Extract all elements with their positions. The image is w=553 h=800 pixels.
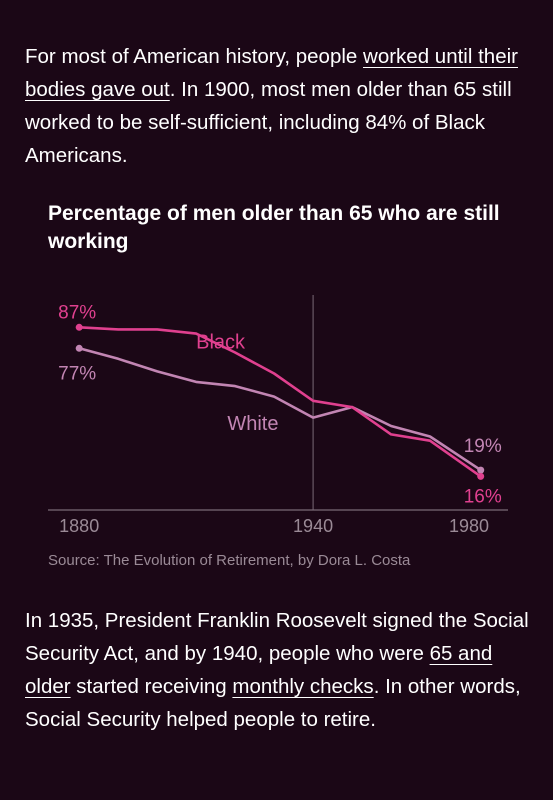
monthly-checks-link[interactable]: monthly checks <box>232 675 374 698</box>
series-label-white: White <box>227 413 278 435</box>
x-tick-label-1980: 1980 <box>449 516 489 536</box>
chart-source: Source: The Evolution of Retirement, by … <box>48 552 411 569</box>
end-label-black: 16% <box>464 486 502 507</box>
intro-text-2: . In 1900, most men older than 65 still … <box>25 78 512 167</box>
chart-title: Percentage of men older than 65 who are … <box>48 202 500 253</box>
end-point-white <box>477 466 485 474</box>
age-65-link[interactable]: 65 and older <box>25 642 493 698</box>
start-label-white: 77% <box>58 363 96 384</box>
intro-paragraph: For most of American history, people wor… <box>25 40 540 172</box>
outro-text-2: started receiving <box>70 675 233 698</box>
outro-paragraph: In 1935, President Franklin Roosevelt si… <box>25 604 540 736</box>
start-label-black: 87% <box>58 302 96 323</box>
x-tick-label-1940: 1940 <box>293 516 333 536</box>
x-tick-label-1880: 1880 <box>59 516 99 536</box>
outro-text-1: In 1935, President Franklin Roosevelt si… <box>25 609 529 665</box>
intro-text-1: For most of American history, people <box>25 45 364 68</box>
series-label-black: Black <box>196 331 246 353</box>
line-chart: 1880 1940 1980 87% 16% Black 77% 19% White <box>48 295 508 536</box>
end-point-black <box>477 472 485 480</box>
series-line-white <box>77 347 482 472</box>
series-line-black <box>77 326 482 478</box>
start-point-black <box>75 323 83 331</box>
outro-text-3: . In other words, Social Security helped… <box>25 675 521 731</box>
start-point-white <box>75 344 83 352</box>
end-label-white: 19% <box>464 436 502 457</box>
worked-until-link[interactable]: worked until their bodies gave out <box>25 45 518 101</box>
